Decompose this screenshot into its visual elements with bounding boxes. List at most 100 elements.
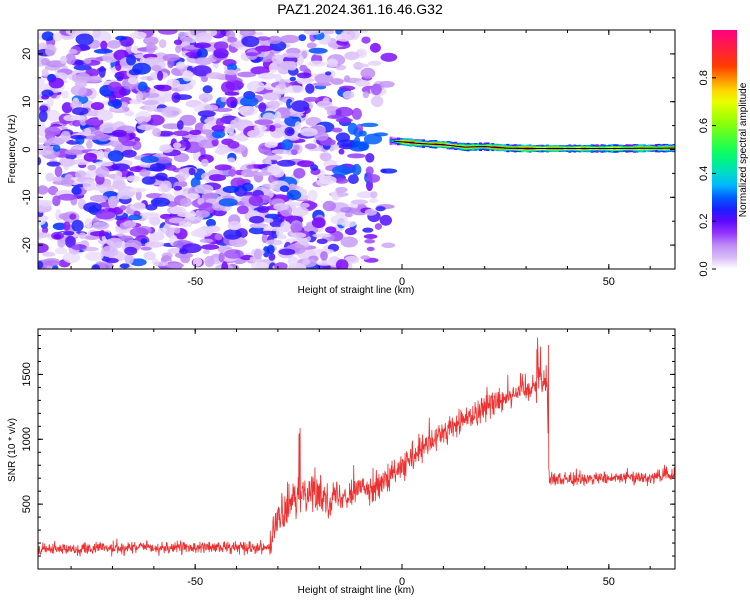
noise-blob <box>92 30 102 38</box>
noise-blob <box>284 126 295 137</box>
noise-blob <box>46 161 61 167</box>
noise-blob <box>177 212 197 218</box>
noise-blob <box>38 205 45 213</box>
noise-blob <box>360 30 369 34</box>
noise-blob <box>38 185 49 195</box>
noise-blob <box>282 52 301 58</box>
spectrogram-x-axis-label: Height of straight line (km) <box>298 285 415 296</box>
noise-blob <box>378 80 395 88</box>
noise-blob <box>374 223 382 230</box>
noise-blob <box>157 30 178 35</box>
noise-blob <box>140 155 159 163</box>
noise-blob <box>65 30 81 36</box>
noise-blob <box>351 163 362 176</box>
noise-blob <box>335 178 349 184</box>
noise-blob <box>202 249 210 255</box>
noise-blob <box>308 47 328 54</box>
noise-blob <box>84 235 100 240</box>
noise-blob <box>84 218 93 228</box>
noise-blob <box>227 157 236 163</box>
noise-blob <box>116 192 133 200</box>
noise-blob <box>335 117 353 123</box>
noise-blob <box>115 35 127 41</box>
noise-blob <box>364 239 376 244</box>
noise-blob <box>347 122 358 135</box>
noise-blob <box>330 78 344 85</box>
noise-blob <box>335 186 348 193</box>
noise-blob <box>130 31 147 39</box>
noise-blob <box>84 127 92 137</box>
noise-blob <box>65 53 76 65</box>
noise-blob <box>266 239 283 246</box>
noise-blob <box>44 260 60 267</box>
noise-blob <box>276 159 296 167</box>
noise-blob <box>201 97 209 103</box>
noise-blob <box>192 65 212 77</box>
noise-blob <box>85 118 102 126</box>
noise-blob <box>353 63 370 68</box>
noise-blob <box>264 141 278 148</box>
noise-blob <box>196 210 210 218</box>
noise-blob <box>127 76 139 85</box>
noise-blob <box>157 130 174 137</box>
noise-blob <box>151 64 162 72</box>
noise-blob <box>350 199 369 205</box>
colorbar-tick-label: 0.8 <box>698 70 710 85</box>
noise-blob <box>335 33 353 42</box>
noise-blob <box>181 243 202 254</box>
noise-blob <box>176 82 194 91</box>
noise-blob <box>141 176 156 185</box>
noise-blob <box>197 197 205 206</box>
noise-blob <box>211 124 226 132</box>
noise-blob <box>62 231 75 236</box>
noise-blob <box>144 241 164 248</box>
noise-blob <box>146 41 156 54</box>
noise-blob <box>83 202 102 213</box>
noise-blob <box>213 48 229 59</box>
noise-blob <box>236 205 249 215</box>
noise-blob <box>224 249 244 259</box>
noise-blob <box>291 100 310 112</box>
noise-blob <box>71 107 89 116</box>
noise-blob <box>332 143 340 150</box>
noise-blob <box>178 221 193 228</box>
noise-blob <box>269 124 276 132</box>
noise-blob <box>344 51 360 61</box>
noise-blob <box>112 180 126 190</box>
noise-blob <box>311 217 326 229</box>
noise-blob <box>239 96 259 107</box>
noise-blob <box>347 153 366 159</box>
colorbar-ticks: 0.0 0.2 0.4 0.6 0.8 <box>698 70 716 277</box>
noise-blob <box>46 96 54 107</box>
noise-blob <box>157 227 168 235</box>
noise-blob <box>180 254 191 264</box>
noise-blob <box>150 163 166 172</box>
noise-blob <box>38 156 42 166</box>
noise-blob <box>208 174 226 182</box>
spectrogram-y-tick-label: 20 <box>21 48 33 60</box>
noise-blob <box>203 104 219 111</box>
noise-blob <box>241 182 254 192</box>
noise-blob <box>294 121 302 130</box>
noise-blob <box>44 126 61 136</box>
noise-blob <box>118 235 134 242</box>
noise-blob <box>258 72 277 80</box>
spectrogram-y-axis-label: Frequency (Hz) <box>7 115 18 184</box>
noise-blob <box>306 42 317 49</box>
noise-blob <box>335 64 347 71</box>
noise-blob <box>380 168 398 174</box>
noise-blob <box>340 143 353 148</box>
noise-blob <box>286 189 302 201</box>
noise-blob <box>128 187 147 193</box>
noise-blob <box>97 67 107 72</box>
noise-blob <box>364 208 377 216</box>
noise-blob <box>254 119 274 125</box>
noise-blob <box>165 107 173 118</box>
snr-x-tick-label: 0 <box>399 576 405 588</box>
noise-blob <box>218 252 225 263</box>
noise-blob <box>220 96 228 103</box>
noise-blob <box>342 90 355 99</box>
noise-blob <box>93 48 113 54</box>
noise-blob <box>124 254 134 265</box>
colorbar-tick-label: 0.2 <box>698 214 710 229</box>
